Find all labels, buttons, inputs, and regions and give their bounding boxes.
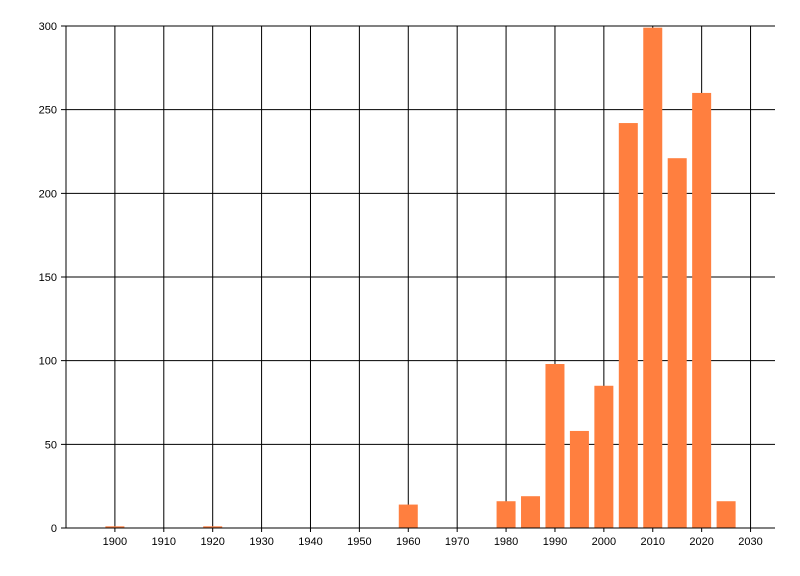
y-tick-label: 300 bbox=[39, 21, 57, 33]
bar bbox=[643, 27, 663, 528]
bar bbox=[618, 123, 638, 528]
y-tick-label: 200 bbox=[39, 188, 57, 200]
bar bbox=[667, 158, 687, 528]
x-tick-labels: 1900 1910 1920 1930 1940 1950 1960 1970 1980 1990… bbox=[103, 536, 763, 548]
x-tick-label: 1980 bbox=[494, 536, 518, 548]
bar bbox=[716, 501, 736, 528]
bars bbox=[105, 27, 736, 528]
x-tick-label: 1920 bbox=[200, 536, 224, 548]
bar bbox=[545, 364, 565, 528]
y-tick-label: 0 bbox=[51, 523, 57, 535]
axes bbox=[65, 26, 775, 529]
bar bbox=[105, 526, 125, 528]
bar bbox=[692, 92, 712, 528]
y-tick-label: 250 bbox=[39, 105, 57, 117]
x-tick-label: 1960 bbox=[396, 536, 420, 548]
y-tick-label: 100 bbox=[39, 356, 57, 368]
bar bbox=[496, 501, 516, 528]
bar bbox=[398, 504, 418, 528]
x-tick-label: 1970 bbox=[445, 536, 469, 548]
y-tick-label: 50 bbox=[45, 439, 57, 451]
bar bbox=[521, 496, 541, 528]
y-tick-label: 150 bbox=[39, 272, 57, 284]
bar bbox=[203, 526, 223, 528]
x-tick-label: 1900 bbox=[103, 536, 127, 548]
x-tick-label: 2020 bbox=[689, 536, 713, 548]
x-tick-label: 2030 bbox=[738, 536, 762, 548]
x-tick-label: 1930 bbox=[249, 536, 273, 548]
bar bbox=[594, 385, 614, 528]
x-tick-label: 1950 bbox=[347, 536, 371, 548]
bar bbox=[569, 430, 589, 528]
x-tick-label: 2010 bbox=[641, 536, 665, 548]
x-tick-label: 1990 bbox=[543, 536, 567, 548]
x-tick-label: 1910 bbox=[152, 536, 176, 548]
x-tick-label: 2000 bbox=[592, 536, 616, 548]
y-tick-labels: 0 50 100 150 200 250 300 bbox=[39, 21, 57, 535]
x-tick-label: 1940 bbox=[298, 536, 322, 548]
